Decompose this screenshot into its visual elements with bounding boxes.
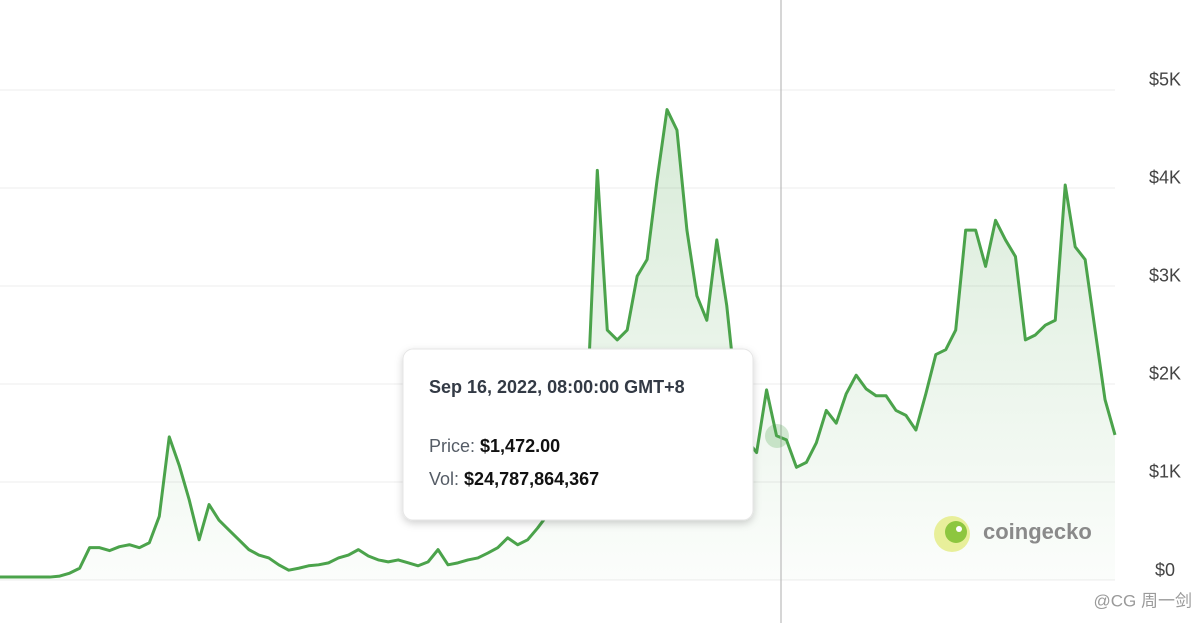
- watermark: coingecko: [934, 516, 1092, 552]
- y-tick-label: $2K: [1149, 364, 1181, 384]
- tooltip-date: Sep 16, 2022, 08:00:00 GMT+8: [429, 377, 685, 397]
- price-label: Price:: [429, 436, 475, 456]
- credit: @CG 周一剑: [1094, 591, 1192, 610]
- logo-eye: [956, 526, 962, 532]
- vol-value: $24,787,864,367: [464, 469, 599, 489]
- y-tick-label: $1K: [1149, 462, 1181, 482]
- tooltip-box: [402, 348, 754, 521]
- y-tick-label: $0: [1155, 560, 1175, 580]
- y-tick-label: $3K: [1149, 266, 1181, 286]
- tooltip-vol: Vol: $24,787,864,367: [429, 469, 599, 489]
- area: [0, 109, 1115, 580]
- watermark-text: coingecko: [983, 519, 1092, 544]
- vol-label: Vol:: [429, 469, 459, 489]
- hover-point: [765, 424, 789, 448]
- y-tick-label: $5K: [1149, 70, 1181, 90]
- logo-inner: [945, 521, 967, 543]
- y-tick-label: $4K: [1149, 168, 1181, 188]
- tooltip-price: Price: $1,472.00: [429, 436, 560, 456]
- tooltip: Sep 16, 2022, 08:00:00 GMT+8 Price: $1,4…: [402, 348, 754, 521]
- price-value: $1,472.00: [480, 436, 560, 456]
